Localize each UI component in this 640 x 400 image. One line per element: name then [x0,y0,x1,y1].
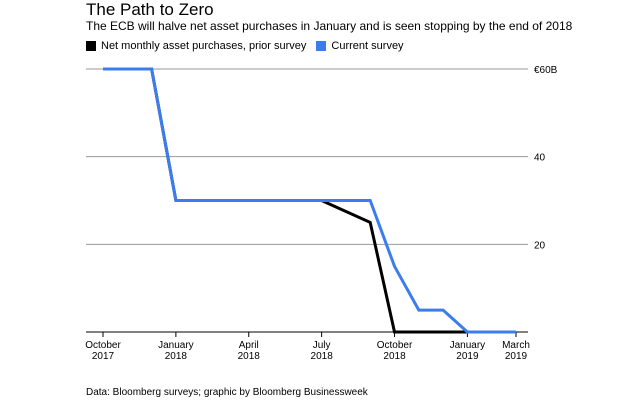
chart-title: The Path to Zero [86,0,214,19]
legend-item-current: Current survey [316,39,404,53]
x-tick-label: January [158,340,194,351]
legend-swatch-current [316,41,327,51]
x-tick-label: 2018 [238,351,261,362]
x-tick-label: 2018 [383,351,406,362]
series-line-current [103,67,516,334]
source-note: Data: Bloomberg surveys; graphic by Bloo… [86,387,368,398]
y-tick-label: 20 [534,240,546,251]
y-tick-label: €60B [534,65,558,76]
x-tick-label: October [377,340,413,351]
x-tick-label: 2018 [165,351,188,362]
x-tick-label: April [239,340,259,351]
x-tick-label: 2017 [92,351,115,362]
legend: Net monthly asset purchases, prior surve… [86,39,414,53]
x-tick-label: 2018 [311,351,334,362]
legend-label-current: Current survey [331,40,404,52]
x-tick-label: January [450,340,486,351]
y-tick-label: 40 [534,153,546,164]
legend-swatch-prior [86,41,96,51]
chart-subtitle: The ECB will halve net asset purchases i… [86,19,573,33]
x-tick-label: 2019 [456,351,479,362]
legend-label-prior: Net monthly asset purchases, prior surve… [101,40,307,52]
legend-item-prior: Net monthly asset purchases, prior surve… [86,39,306,53]
x-tick-label: March [502,340,530,351]
x-tick-label: July [313,340,331,351]
x-tick-label: 2019 [505,351,528,362]
x-tick-label: October [85,340,121,351]
